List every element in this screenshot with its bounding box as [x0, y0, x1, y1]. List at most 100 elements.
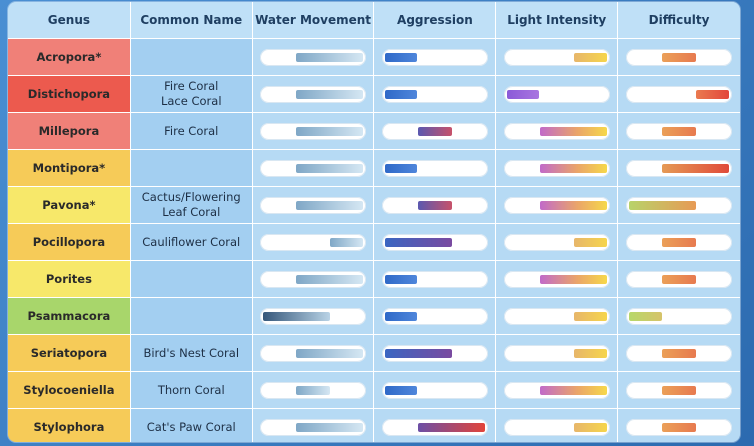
- common-name-cell: Fire Coral Lace Coral: [130, 76, 253, 112]
- difficulty-level-fill: [662, 52, 697, 62]
- light-intensity-scale: [503, 85, 610, 103]
- light-intensity-level-fill: [573, 422, 607, 432]
- aggression-scale: [381, 48, 488, 66]
- aggression-level-fill: [417, 422, 485, 432]
- difficulty-scale: [626, 233, 733, 251]
- water-movement-level-fill: [330, 237, 364, 247]
- difficulty-scale: [626, 344, 733, 362]
- genus-cell: Montipora*: [8, 150, 131, 186]
- water-movement-level-fill: [296, 274, 364, 284]
- difficulty-level-fill: [662, 237, 697, 247]
- header-difficulty: Difficulty: [618, 2, 740, 38]
- light-intensity-scale: [503, 344, 610, 362]
- difficulty-cell: [618, 335, 740, 371]
- water-movement-scale: [260, 233, 367, 251]
- water-movement-cell: [252, 39, 375, 75]
- light-intensity-level-fill: [573, 348, 607, 358]
- difficulty-scale: [626, 307, 733, 325]
- aggression-scale: [381, 381, 488, 399]
- water-movement-scale: [260, 85, 367, 103]
- common-name-cell: Cactus/Flowering Leaf Coral: [130, 187, 253, 223]
- table-row: Psammacora: [8, 297, 740, 334]
- difficulty-level-fill: [662, 385, 697, 395]
- light-intensity-cell: [496, 113, 619, 149]
- common-name-line: Cauliflower Coral: [142, 234, 241, 249]
- header-water-movement: Water Movement: [252, 2, 375, 38]
- water-movement-level-fill: [296, 348, 364, 358]
- light-intensity-scale: [503, 159, 610, 177]
- aggression-cell: [374, 261, 497, 297]
- aggression-scale: [381, 344, 488, 362]
- water-movement-scale: [260, 122, 367, 140]
- aggression-cell: [374, 113, 497, 149]
- difficulty-cell: [618, 261, 740, 297]
- light-intensity-level-fill: [506, 89, 539, 99]
- light-intensity-level-fill: [539, 126, 607, 136]
- difficulty-scale: [626, 48, 733, 66]
- light-intensity-scale: [503, 122, 610, 140]
- aggression-level-fill: [384, 385, 417, 395]
- aggression-cell: [374, 372, 497, 408]
- water-movement-level-fill: [263, 311, 331, 321]
- difficulty-scale: [626, 270, 733, 288]
- difficulty-scale: [626, 418, 733, 436]
- aggression-level-fill: [384, 348, 452, 358]
- aggression-scale: [381, 122, 488, 140]
- common-name-cell: [130, 261, 253, 297]
- light-intensity-scale: [503, 270, 610, 288]
- table-row: Montipora*: [8, 149, 740, 186]
- aggression-cell: [374, 298, 497, 334]
- common-name-cell: [130, 298, 253, 334]
- water-movement-scale: [260, 381, 367, 399]
- genus-cell: Porites: [8, 261, 131, 297]
- aggression-level-fill: [384, 52, 417, 62]
- genus-cell: Acropora*: [8, 39, 131, 75]
- genus-cell: Psammacora: [8, 298, 131, 334]
- difficulty-cell: [618, 39, 740, 75]
- water-movement-scale: [260, 270, 367, 288]
- table-row: Pocillopora Cauliflower Coral: [8, 223, 740, 260]
- common-name-line: Leaf Coral: [162, 205, 221, 219]
- common-name-cell: Cat's Paw Coral: [130, 409, 253, 442]
- aggression-scale: [381, 418, 488, 436]
- genus-cell: Distichopora: [8, 76, 131, 112]
- header-genus: Genus: [8, 2, 131, 38]
- aggression-scale: [381, 270, 488, 288]
- difficulty-scale: [626, 159, 733, 177]
- common-name-cell: [130, 150, 253, 186]
- water-movement-level-fill: [296, 52, 364, 62]
- water-movement-scale: [260, 159, 367, 177]
- aggression-cell: [374, 224, 497, 260]
- common-name-line: Cactus/Flowering: [141, 190, 241, 204]
- aggression-cell: [374, 409, 497, 442]
- difficulty-level-fill: [629, 311, 663, 321]
- difficulty-level-fill: [662, 126, 697, 136]
- water-movement-cell: [252, 372, 375, 408]
- table-header: Genus Common Name Water Movement Aggress…: [8, 2, 740, 38]
- water-movement-level-fill: [296, 163, 364, 173]
- light-intensity-cell: [496, 150, 619, 186]
- table-row: Porites: [8, 260, 740, 297]
- light-intensity-scale: [503, 48, 610, 66]
- difficulty-level-fill: [662, 163, 730, 173]
- table-row: Acropora*: [8, 38, 740, 75]
- water-movement-level-fill: [296, 385, 331, 395]
- common-name-line: Thorn Coral: [157, 382, 225, 397]
- aggression-cell: [374, 187, 497, 223]
- common-name-cell: Fire Coral: [130, 113, 253, 149]
- header-common-name: Common Name: [131, 2, 253, 38]
- difficulty-scale: [626, 85, 733, 103]
- common-name-line: Bird's Nest Coral: [143, 345, 240, 360]
- table-row: Millepora Fire Coral: [8, 112, 740, 149]
- water-movement-cell: [252, 261, 375, 297]
- light-intensity-cell: [496, 187, 619, 223]
- difficulty-level-fill: [696, 89, 730, 99]
- water-movement-level-fill: [296, 422, 364, 432]
- light-intensity-cell: [496, 335, 619, 371]
- header-light-intensity: Light Intensity: [496, 2, 619, 38]
- common-name-cell: [130, 39, 253, 75]
- light-intensity-level-fill: [573, 52, 607, 62]
- light-intensity-cell: [496, 409, 619, 442]
- genus-cell: Seriatopora: [8, 335, 131, 371]
- difficulty-cell: [618, 409, 740, 442]
